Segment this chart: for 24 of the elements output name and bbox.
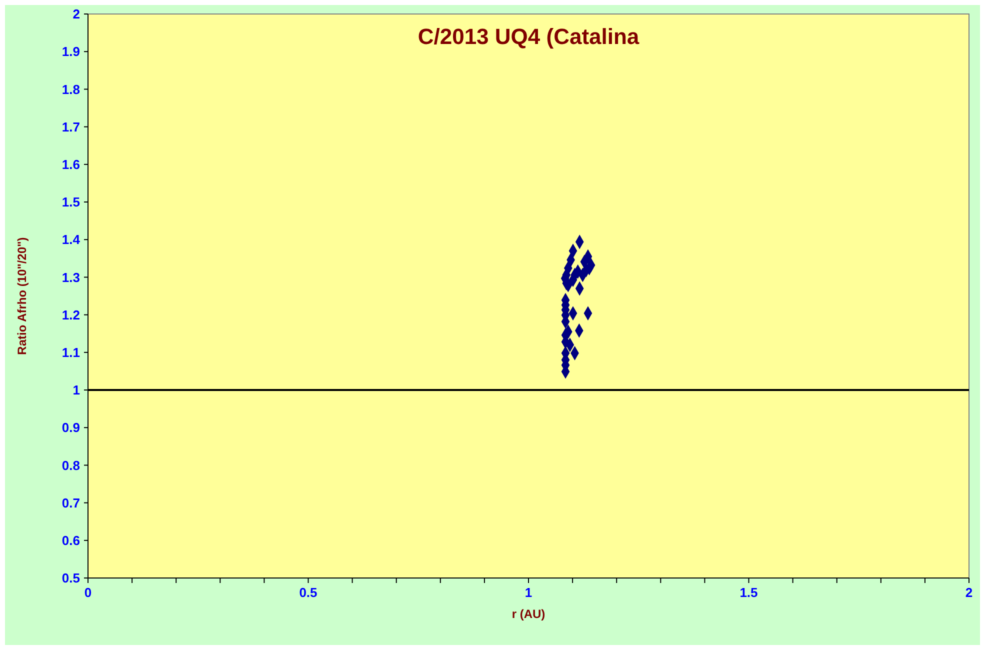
y-tick-label: 0.5 bbox=[62, 570, 80, 586]
y-tick-label: 0.7 bbox=[62, 495, 80, 510]
x-tick-label: 1 bbox=[524, 585, 532, 600]
y-tick-label: 1.6 bbox=[62, 156, 80, 172]
y-tick-label: 2 bbox=[72, 6, 80, 22]
x-tick-label: 1.5 bbox=[740, 585, 758, 600]
y-tick-label: 1.5 bbox=[62, 194, 80, 210]
y-tick-label: 1.9 bbox=[62, 44, 80, 60]
y-tick-label: 0.6 bbox=[62, 532, 80, 548]
y-tick-label: 1 bbox=[72, 382, 80, 398]
x-tick-label: 2 bbox=[965, 585, 973, 600]
y-axis-title: Ratio Afrho (10"/20") bbox=[15, 237, 29, 355]
y-tick-label: 0.8 bbox=[62, 458, 80, 473]
x-tick-label: 0.5 bbox=[299, 585, 318, 600]
y-tick-label: 1.8 bbox=[62, 82, 80, 97]
y-tick-label: 1.1 bbox=[62, 344, 80, 360]
x-axis-title: r (AU) bbox=[512, 607, 546, 621]
text: C/2013 UQ4 (Catalina bbox=[418, 24, 640, 49]
y-tick-label: 1.4 bbox=[62, 232, 81, 248]
y-tick-label: 1.7 bbox=[62, 119, 80, 134]
y-tick-label: 1.3 bbox=[62, 270, 80, 285]
y-tick-label: 1.2 bbox=[62, 307, 80, 322]
y-tick-label: 0.9 bbox=[62, 420, 80, 436]
x-tick-label: 0 bbox=[84, 585, 92, 600]
